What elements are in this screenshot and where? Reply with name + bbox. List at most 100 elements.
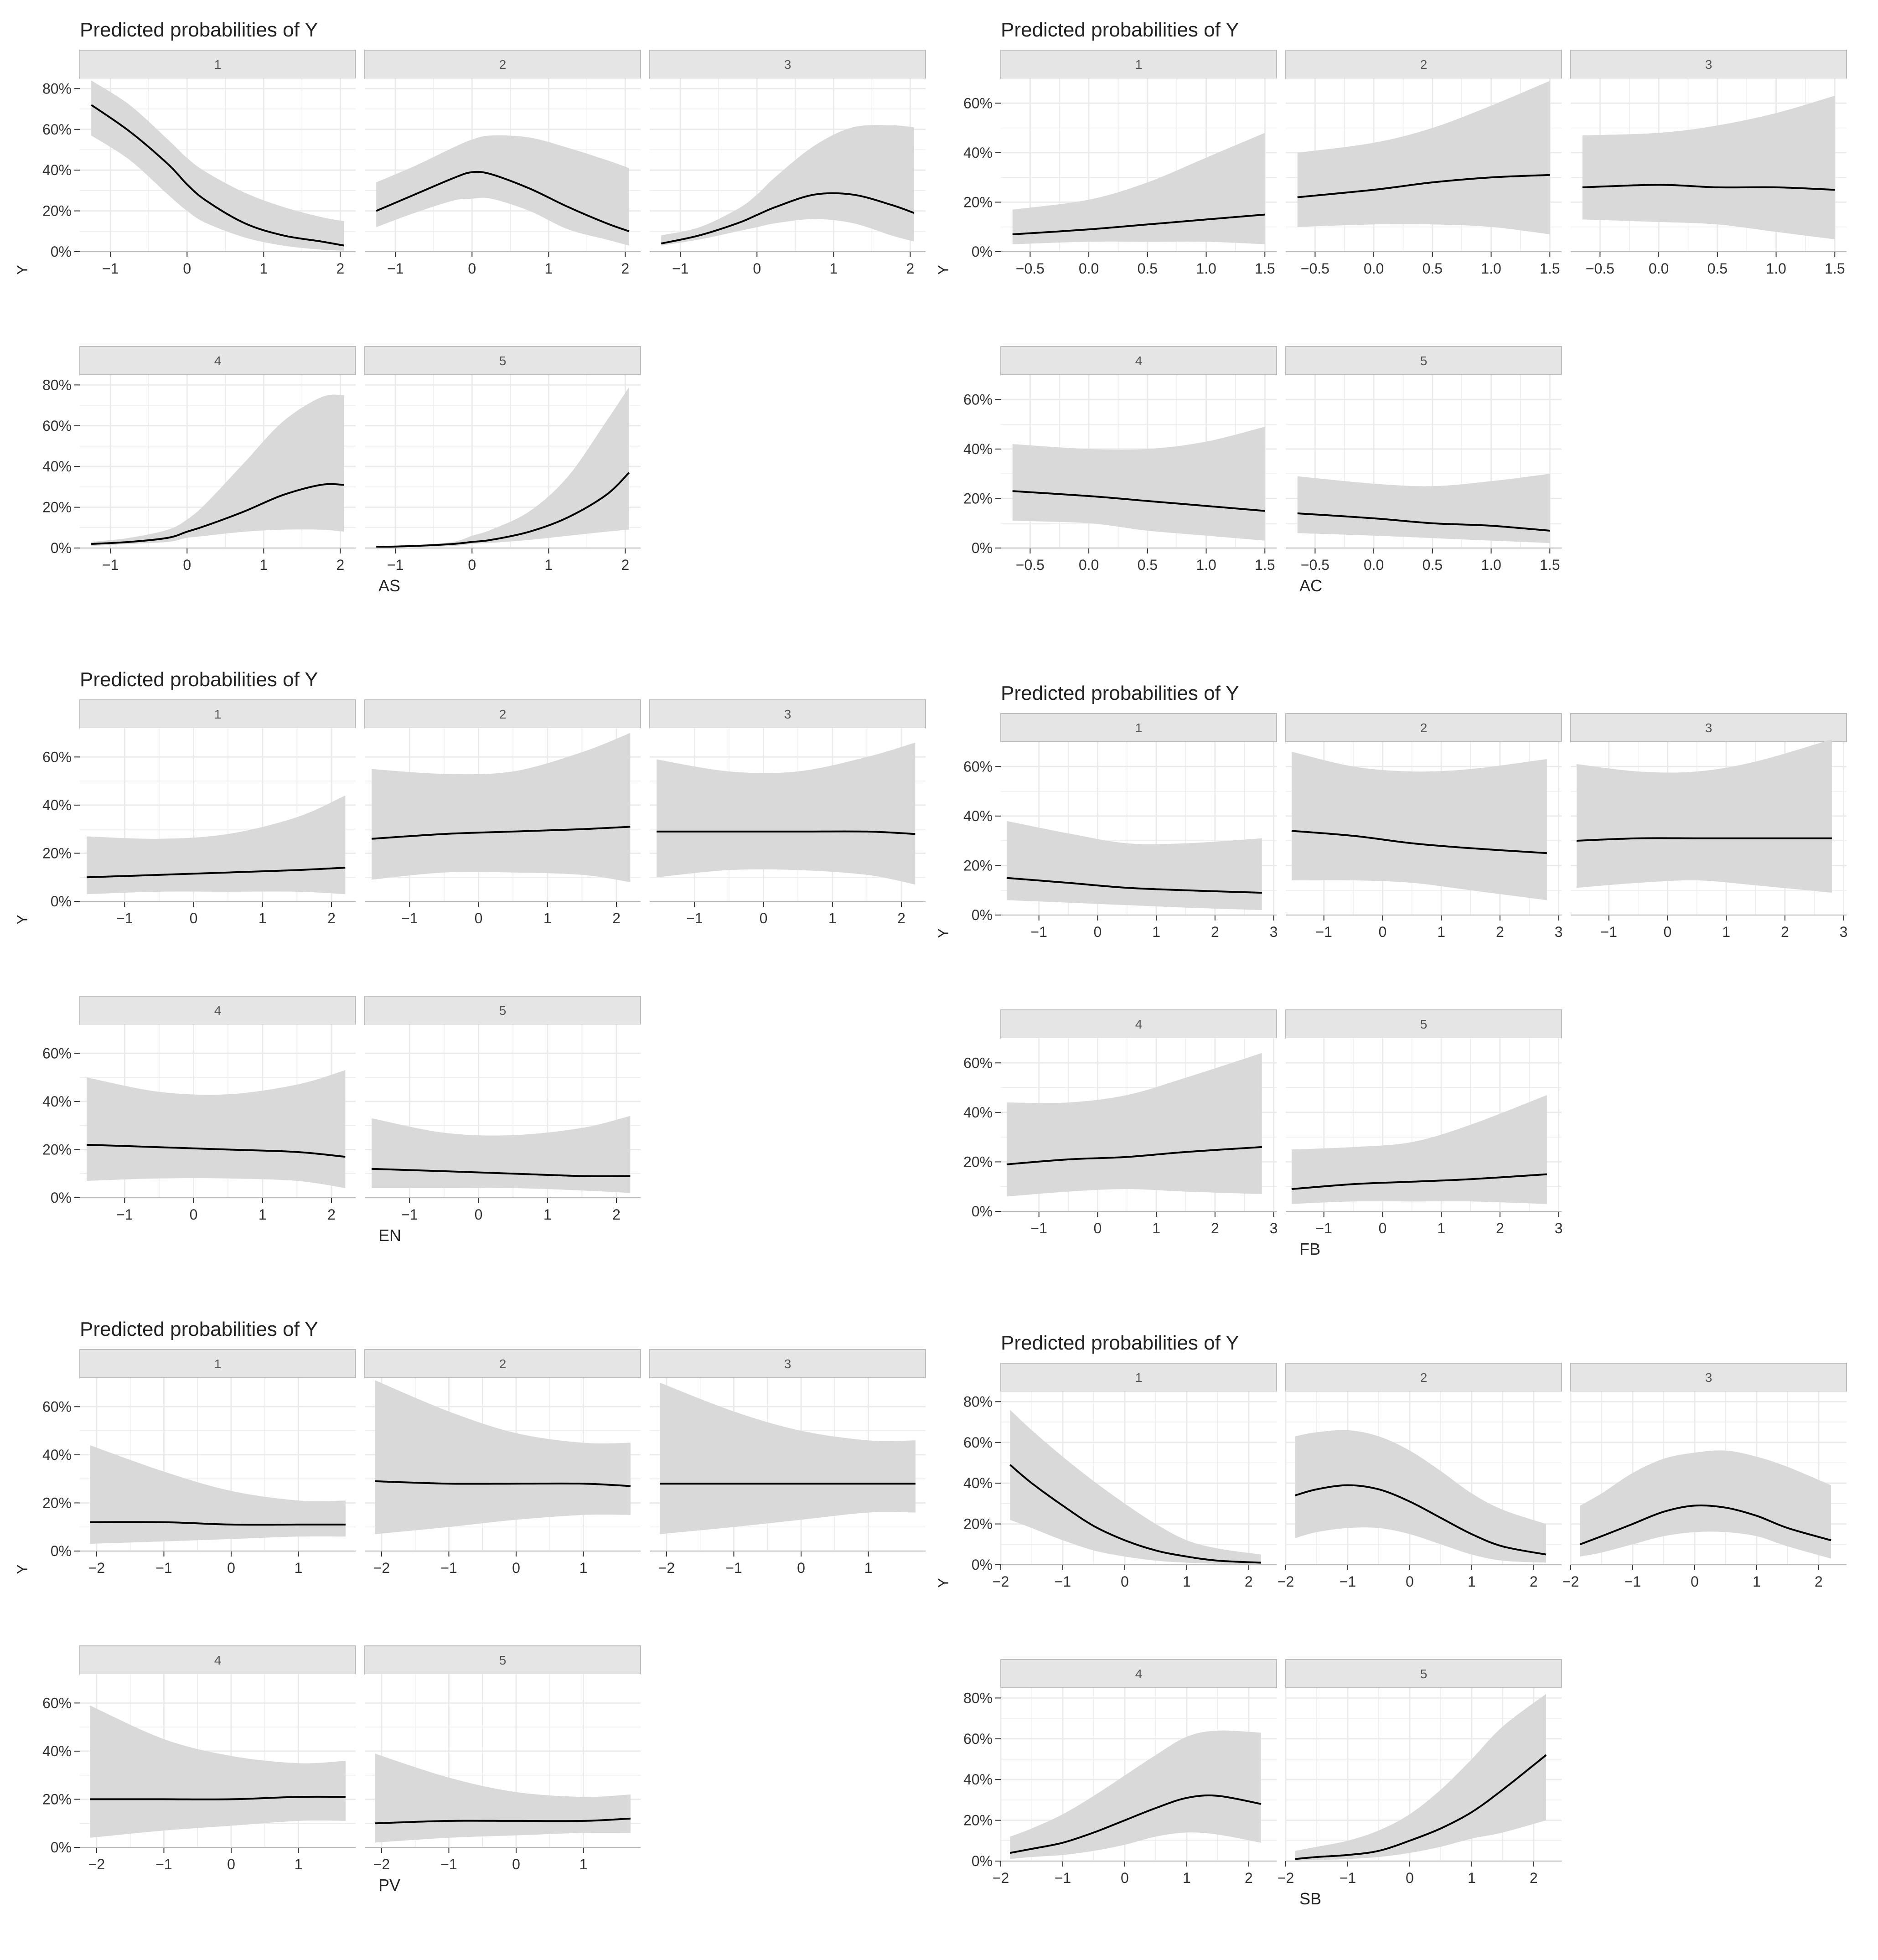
y-tick-label: 40% [963,1475,993,1491]
facet-panel-4: 4−1 0 1 20%20%40%60%80% [42,346,356,573]
prediction-line [91,104,345,247]
y-tick-label: 60% [42,418,72,434]
y-tick-label: 40% [963,145,993,161]
x-tick-label: 1.0 [1196,557,1216,573]
x-tick-label: −1 [102,260,119,277]
prediction-line [91,483,344,545]
facet-panel-5: 5 −1 0 1 2 3 [1285,1009,1562,1236]
prediction-line [1012,490,1265,512]
y-tick-label: 0% [972,540,993,556]
prediction-line [1009,1464,1262,1564]
facet-strip [79,699,356,729]
facet-strip [649,1349,926,1378]
chart-title: Predicted probabilities of Y [80,19,318,41]
chart-title: Predicted probabilities of Y [1001,682,1239,704]
x-tick-label: −2 [1562,1573,1579,1590]
x-axis-title: PV [378,1876,400,1894]
x-tick-label: 1 [1152,924,1160,940]
facet-strip [1285,713,1562,742]
y-axis-title: Y [935,265,952,274]
x-tick-label: 0 [468,557,476,573]
facet-panel-1: 1−1 0 1 20%20%40%60%80% [42,50,356,277]
x-tick-label: 0.0 [1364,557,1384,573]
x-tick-label: 0.5 [1138,557,1158,573]
x-tick-label: 0 [183,557,191,573]
x-tick-label: −0.5 [1016,557,1045,573]
facet-label: 3 [784,1357,792,1371]
x-tick-label: 3 [1270,1220,1278,1236]
x-tick-label: 0.0 [1364,260,1384,277]
facet-strip [1000,1009,1277,1039]
chart-fb: Predicted probabilities of Y1−1 0 1 2 30%20%… [935,682,1847,1258]
y-tick-label: 0% [51,243,72,260]
y-tick-label: 0% [51,540,72,556]
prediction-line [90,1521,346,1526]
facet-panel-5: 5 −1 0 1 2 [364,996,641,1223]
x-tick-label: −1 [1340,1870,1356,1886]
y-tick-label: 20% [963,490,993,507]
facet-label: 1 [214,1357,222,1371]
x-tick-label: 0 [1378,924,1387,940]
chart-as: Predicted probabilities of Y1−1 0 1 20%20%4… [14,19,926,595]
prediction-line [1297,174,1550,198]
confidence-band [1291,751,1547,900]
x-tick-label: 0 [1378,1220,1387,1236]
facet-strip [1285,1659,1562,1688]
prediction-line [371,826,631,840]
facet-panel-2: 2 −1 0 1 2 [364,50,641,277]
x-axis-title: FB [1299,1240,1320,1258]
confidence-band [375,1380,631,1535]
x-tick-label: 1 [1437,924,1445,940]
x-tick-label: 1 [864,1560,873,1576]
x-tick-label: 0.5 [1707,260,1728,277]
y-tick-label: 40% [963,1771,993,1788]
facet-panel-3: 3 −0.5 0.0 0.5 1.0 1.5 [1570,50,1847,277]
x-tick-label: 1 [544,557,553,573]
facet-label: 3 [1705,1370,1712,1385]
chart-sb: Predicted probabilities of Y1−2 −1 0 1 20%20… [935,1332,1847,1908]
x-tick-label: 1 [259,1206,267,1223]
x-tick-label: 0 [475,1206,483,1223]
facet-label: 5 [1420,1017,1428,1031]
y-tick-label: 60% [963,1055,993,1071]
y-tick-label: 40% [42,797,72,813]
facet-label: 3 [784,707,792,721]
facet-strip [1000,346,1277,375]
x-tick-label: 0 [1691,1573,1699,1590]
facet-panel-5: 5 −0.5 0.0 0.5 1.0 1.5 [1285,346,1562,573]
facet-panel-5: 5 −2 −1 0 1 2 [1278,1659,1562,1886]
prediction-line [1006,1146,1262,1165]
facet-panel-2: 2 −0.5 0.0 0.5 1.0 1.5 [1285,50,1562,277]
confidence-band [1006,1053,1262,1197]
confidence-band [91,80,344,251]
y-tick-label: 20% [963,1516,993,1532]
x-tick-label: −2 [993,1573,1009,1590]
x-tick-label: −1 [102,557,119,573]
prediction-line [1012,213,1265,235]
facet-panel-1: 1 −2 −1 0 1 0% 20% 40% 60% [42,1349,356,1576]
x-tick-label: −1 [1055,1870,1071,1886]
confidence-band [1006,821,1262,910]
y-axis-title: Y [935,928,952,938]
x-tick-label: 2 [1211,924,1219,940]
x-tick-label: 0 [183,260,191,277]
x-tick-label: 0 [760,910,768,926]
facet-label: 2 [1420,57,1428,72]
confidence-band [1291,1095,1547,1204]
x-tick-label: −1 [1315,924,1332,940]
facet-label: 4 [1135,1667,1143,1681]
chart-title: Predicted probabilities of Y [1001,19,1239,41]
facet-label: 1 [214,57,222,72]
x-tick-label: 0 [1121,1573,1129,1590]
confidence-band [1012,133,1265,244]
x-tick-label: 2 [1815,1573,1823,1590]
prediction-line [657,830,916,835]
x-tick-label: 1.0 [1481,260,1501,277]
prediction-line [1010,1795,1262,1854]
x-tick-label: 0 [512,1560,520,1576]
y-tick-label: 20% [963,1812,993,1829]
x-tick-label: 1 [1437,1220,1445,1236]
x-tick-label: −2 [373,1856,390,1872]
x-tick-label: −2 [88,1560,105,1576]
y-axis-title: Y [14,915,31,924]
